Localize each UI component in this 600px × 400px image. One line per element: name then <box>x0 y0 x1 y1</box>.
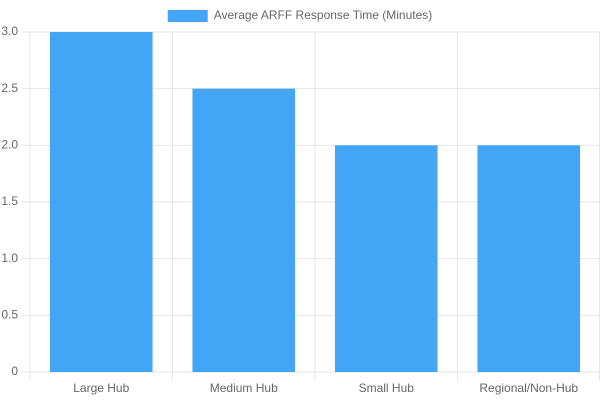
y-tick-label: 2.5 <box>1 81 18 95</box>
y-tick-label: 1.5 <box>1 194 18 208</box>
bar <box>49 32 153 372</box>
x-tick-label: Small Hub <box>359 381 415 395</box>
x-tick-label: Regional/Non-Hub <box>479 381 578 395</box>
y-tick-label: 0.5 <box>1 308 18 322</box>
bar <box>334 145 438 372</box>
x-tick-label: Medium Hub <box>210 381 278 395</box>
y-tick-label: 0 <box>11 364 18 378</box>
legend-label: Average ARFF Response Time (Minutes) <box>214 8 433 22</box>
bar <box>192 88 296 373</box>
bar <box>477 145 581 372</box>
x-tick-label: Large Hub <box>73 381 129 395</box>
y-tick-label: 2.0 <box>1 138 18 152</box>
y-tick-label: 3.0 <box>1 24 18 38</box>
legend-swatch <box>167 10 208 22</box>
y-tick-label: 1.0 <box>1 251 18 265</box>
